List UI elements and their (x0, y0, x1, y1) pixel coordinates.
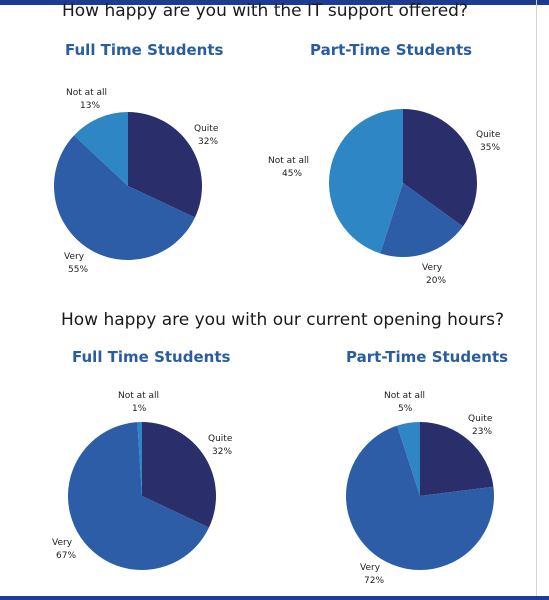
pie-slice-quite (142, 422, 216, 528)
slice-value-label: 13% (80, 101, 100, 111)
slice-value-label: 32% (198, 137, 218, 147)
slice-value-label: 45% (282, 169, 302, 179)
pie-slice-not-at-all (329, 109, 403, 254)
chart-title-pt-it: Part-Time Students (310, 41, 473, 59)
top-border (0, 0, 549, 5)
pie-chart-ft-it-support: Quite 32% Very 55% Not at all 13% (53, 88, 219, 275)
bottom-border (0, 596, 549, 600)
question-title-it-support: How happy are you with the IT support of… (62, 1, 468, 21)
slice-label: Not at all (384, 391, 425, 401)
pie-slice-not-at-all (137, 422, 142, 496)
slice-label: Quite (208, 434, 233, 444)
chart-title-ft-it: Full Time Students (65, 41, 224, 59)
pie-chart-pt-opening-hours: Quite 23% Very 72% Not at all 5% (346, 391, 494, 586)
pie-chart-pt-it-support: Quite 35% Very 20% Not at all 45% (268, 109, 501, 286)
slice-label: Very (360, 563, 381, 573)
question-title-opening-hours: How happy are you with our current openi… (61, 310, 504, 330)
chart-title-ft-hours: Full Time Students (72, 348, 231, 366)
slice-label: Not at all (66, 88, 107, 98)
slice-label: Very (422, 263, 443, 273)
pie-slice-quite (128, 112, 202, 218)
pie-slice-quite (403, 109, 477, 227)
pie-slice-not-at-all (74, 112, 128, 186)
slice-value-label: 35% (480, 143, 500, 153)
chart-title-pt-hours: Part-Time Students (346, 348, 509, 366)
slice-label: Very (52, 538, 73, 548)
slice-label: Not at all (268, 156, 309, 166)
pie-slice-very (380, 183, 463, 257)
pie-slice-very (68, 422, 209, 570)
slice-label: Not at all (118, 391, 159, 401)
slice-value-label: 67% (56, 551, 76, 561)
slice-value-label: 72% (364, 576, 384, 586)
pie-slice-quite (420, 422, 494, 496)
slice-value-label: 55% (68, 265, 88, 275)
slice-value-label: 20% (426, 276, 446, 286)
slice-label: Quite (194, 124, 219, 134)
slice-label: Quite (468, 414, 493, 424)
pie-slice-not-at-all (397, 422, 420, 496)
slice-label: Very (64, 252, 85, 262)
slice-value-label: 23% (472, 427, 492, 437)
pie-slice-very (53, 135, 195, 261)
pie-slice-very (346, 425, 494, 570)
slice-value-label: 32% (212, 447, 232, 457)
slice-value-label: 1% (132, 404, 147, 414)
slice-value-label: 5% (398, 404, 413, 414)
right-divider (536, 0, 537, 600)
pie-chart-ft-opening-hours: Quite 32% Very 67% Not at all 1% (52, 391, 233, 570)
slice-label: Quite (476, 130, 501, 140)
